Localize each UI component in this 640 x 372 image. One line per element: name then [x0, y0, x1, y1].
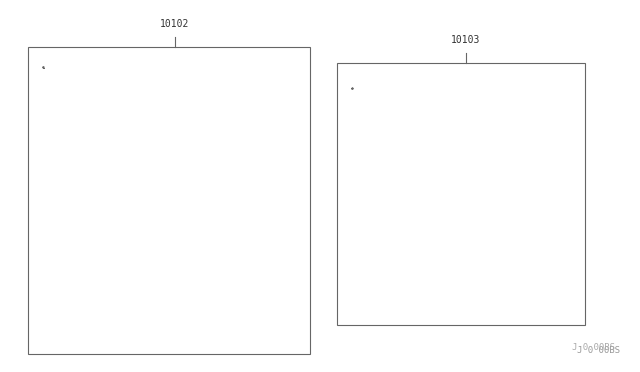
Text: J 0 00BS: J 0 00BS [572, 343, 615, 352]
Text: 10102: 10102 [160, 19, 189, 29]
Text: J 0 00BS: J 0 00BS [577, 346, 620, 355]
Text: 10103: 10103 [451, 35, 481, 45]
Bar [337, 63, 585, 325]
Polygon shape [352, 88, 353, 89]
Bar [28, 47, 310, 354]
